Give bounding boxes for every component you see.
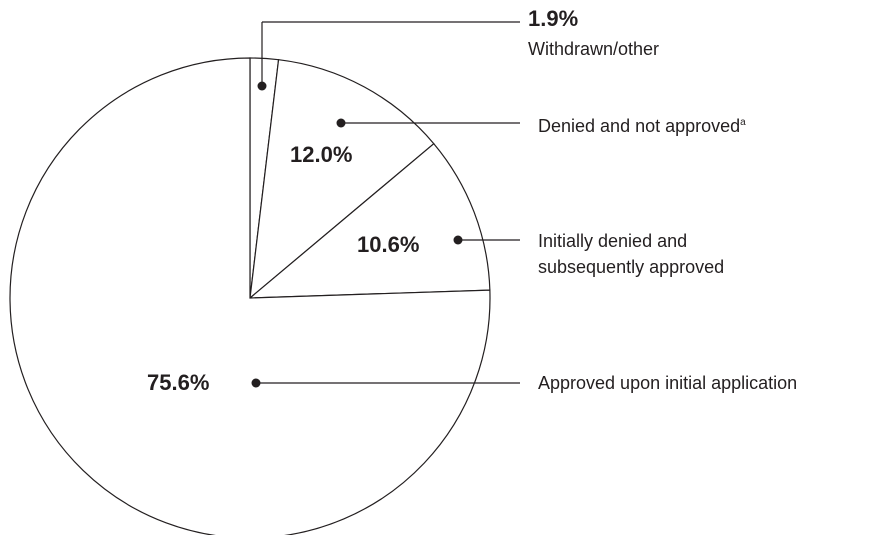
- category-label: Denied and not approveda: [538, 110, 886, 139]
- leader-dot: [257, 81, 267, 91]
- pie-slice: [249, 59, 435, 300]
- pie-slice: [9, 57, 491, 535]
- category-text: Initially denied and subsequently approv…: [538, 231, 725, 277]
- category-label: Withdrawn/other: [528, 36, 878, 62]
- leader-dot: [251, 378, 261, 388]
- value-label: 12.0%: [290, 142, 352, 167]
- category-text: Denied and not approved: [538, 116, 741, 136]
- category-text: Approved upon initial application: [538, 373, 798, 393]
- footnote-mark: a: [740, 117, 746, 128]
- leader-dot: [453, 235, 463, 245]
- category-label-box: Initially denied and subsequently approv…: [538, 228, 778, 280]
- category-label: Initially denied and subsequently approv…: [538, 228, 778, 280]
- value-label: 10.6%: [357, 232, 419, 257]
- pie-slice: [248, 142, 491, 299]
- category-label-box: Denied and not approveda: [538, 110, 886, 139]
- value-label: 1.9%: [528, 6, 578, 31]
- value-label: 75.6%: [147, 370, 209, 395]
- leader-dot: [336, 118, 346, 128]
- category-label: Approved upon initial application: [538, 370, 886, 396]
- category-label-box: Withdrawn/other: [528, 36, 878, 62]
- category-text: Withdrawn/other: [528, 39, 660, 59]
- category-label-box: Approved upon initial application: [538, 370, 886, 396]
